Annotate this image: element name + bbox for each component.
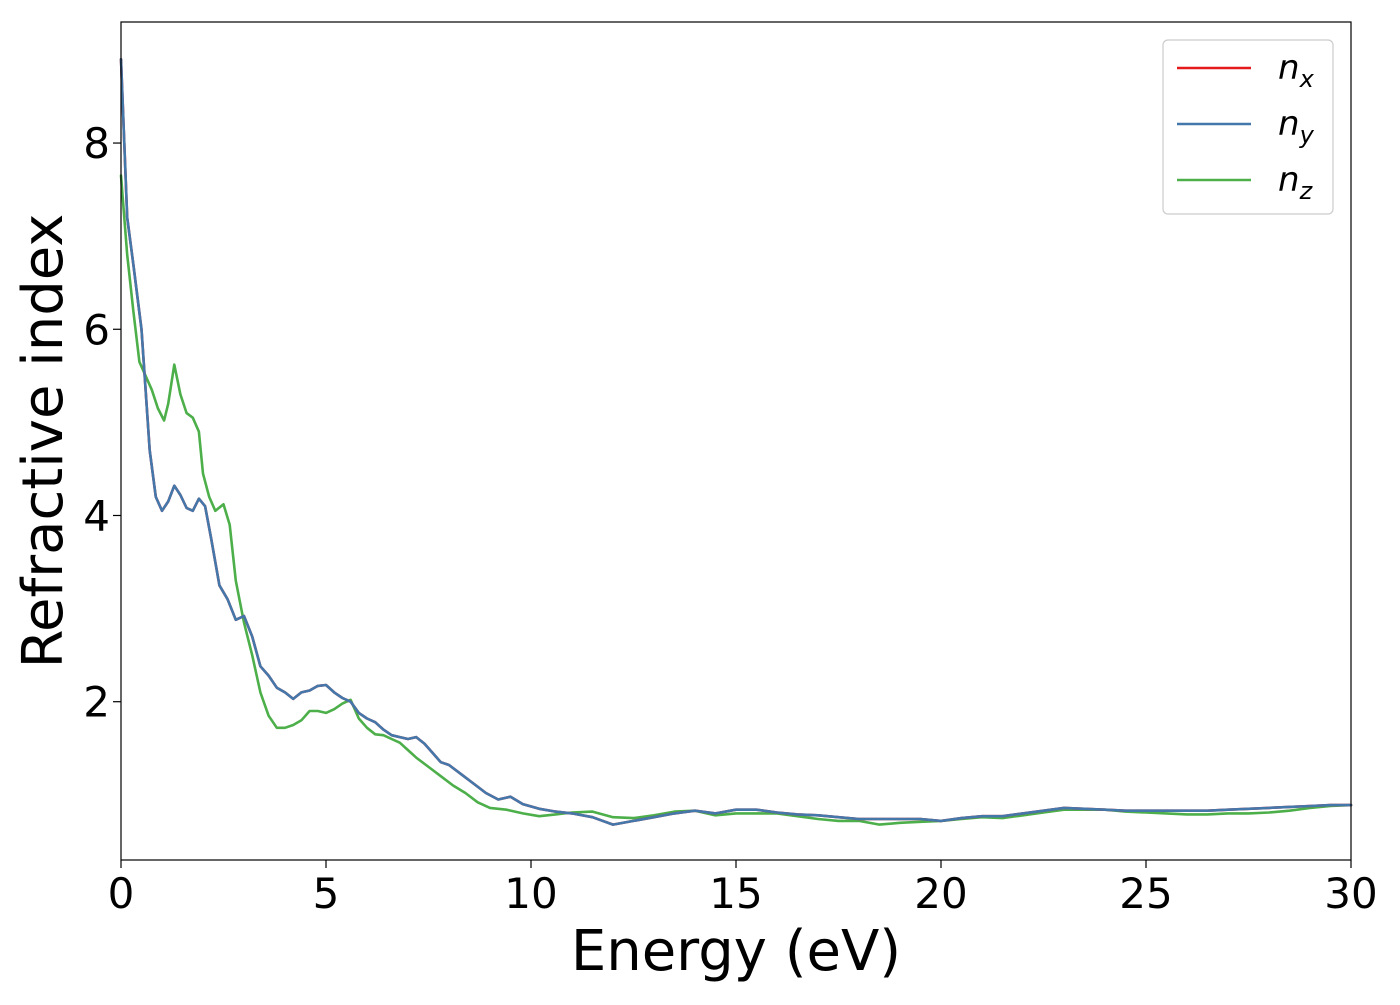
series-line-z	[119, 174, 1353, 826]
y-tick-label: 4	[83, 491, 110, 540]
x-tick-label: 10	[504, 869, 557, 918]
x-tick-label: 20	[914, 869, 967, 918]
y-tick-label: 6	[83, 305, 110, 354]
series-line-y	[119, 57, 1353, 826]
y-axis-title: Refractive index	[11, 214, 76, 669]
y-tick-label: 2	[83, 678, 110, 727]
series-layer	[119, 57, 1353, 826]
x-tick-label: 0	[108, 869, 135, 918]
x-tick-label: 30	[1324, 869, 1377, 918]
x-tick-label: 15	[709, 869, 762, 918]
y-tick-label: 8	[83, 119, 110, 168]
x-axis-title: Energy (eV)	[571, 919, 901, 984]
x-tick-label: 25	[1119, 869, 1172, 918]
legend-box	[1162, 39, 1334, 215]
x-tick-label: 5	[313, 869, 340, 918]
tick-layer: 0 5 10 15 20 25 30 2 4 6 8	[83, 119, 1377, 918]
